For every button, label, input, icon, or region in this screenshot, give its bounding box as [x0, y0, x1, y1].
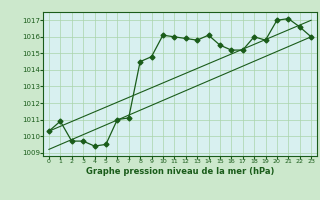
- X-axis label: Graphe pression niveau de la mer (hPa): Graphe pression niveau de la mer (hPa): [86, 167, 274, 176]
